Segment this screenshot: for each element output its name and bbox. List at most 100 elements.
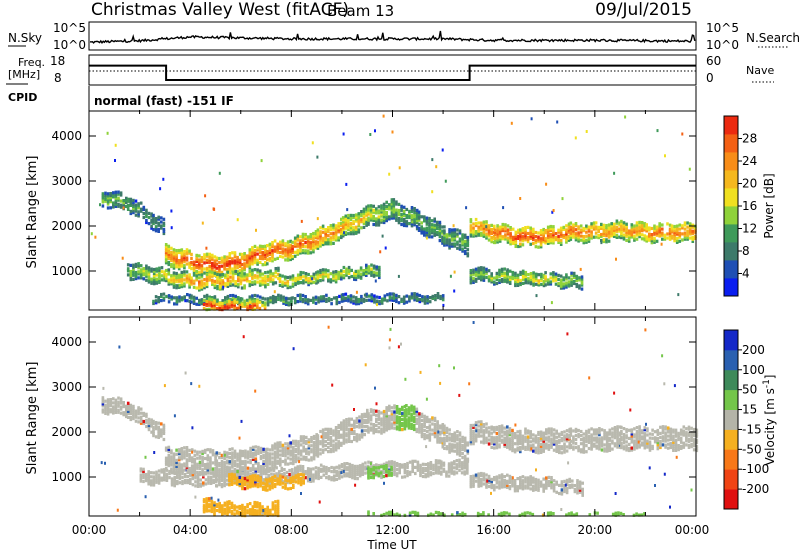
- velocity-cell: [329, 435, 333, 440]
- velocity-cell: [388, 460, 391, 464]
- velocity-cell: [230, 482, 234, 486]
- power-cell: [344, 214, 348, 218]
- power-cell: [172, 271, 176, 275]
- power-cell: [147, 276, 151, 280]
- power-cell: [539, 229, 543, 233]
- power-cell: [397, 219, 401, 223]
- power-cell: [245, 256, 249, 260]
- velocity-cell: [101, 400, 105, 404]
- power-cell: [430, 225, 434, 229]
- velocity-cell: [443, 424, 446, 428]
- velocity-cell: [276, 445, 279, 449]
- velocity-cell: [415, 421, 419, 425]
- power-cell: [119, 191, 123, 195]
- velocity-cell: [254, 457, 258, 461]
- power-cell: [453, 242, 457, 246]
- power-cell: [517, 230, 520, 234]
- power-cell: [158, 270, 161, 274]
- power-cell: [622, 225, 626, 229]
- power-cell: [172, 277, 176, 281]
- power-cell: [208, 307, 211, 311]
- power-cell: [386, 293, 389, 297]
- power-cell: [490, 276, 493, 280]
- power-cell: [369, 133, 372, 136]
- power-cell: [236, 270, 239, 274]
- power-cell: [395, 295, 398, 299]
- power-cell: [349, 232, 353, 236]
- velocity-cell: [377, 470, 381, 474]
- power-cell: [382, 218, 386, 223]
- power-cell: [200, 281, 204, 285]
- power-cell: [213, 283, 217, 287]
- velocity-cell: [456, 446, 459, 450]
- power-cell: [321, 270, 325, 274]
- velocity-cell: [273, 456, 277, 460]
- velocity-cell: [194, 474, 197, 478]
- velocity-cell: [259, 454, 263, 459]
- velocity-cell: [351, 474, 354, 478]
- power-cell: [415, 214, 419, 219]
- power-cell: [635, 223, 639, 227]
- power-cell: [152, 301, 155, 306]
- power-cell: [223, 257, 226, 261]
- velocity-cell: [390, 424, 394, 428]
- power-cell: [532, 233, 535, 237]
- power-cell: [549, 233, 553, 237]
- power-cell: [286, 256, 290, 260]
- velocity-cell: [279, 441, 282, 445]
- velocity-cell: [412, 423, 416, 427]
- power-cell: [218, 256, 221, 261]
- velocity-cell: [302, 457, 305, 461]
- power-cell: [537, 279, 541, 283]
- velocity-cell: [257, 470, 260, 474]
- power-cell: [253, 299, 256, 303]
- velocity-cell: [206, 464, 210, 468]
- power-cell: [277, 295, 280, 299]
- velocity-cell: [173, 484, 176, 488]
- power-cell: [638, 222, 641, 226]
- power-cell: [164, 255, 168, 259]
- power-cell: [493, 276, 496, 280]
- velocity-cell: [185, 462, 189, 466]
- power-cell: [241, 302, 244, 306]
- velocity-cell: [337, 425, 340, 430]
- power-cell: [448, 234, 451, 238]
- velocity-cell: [178, 477, 182, 481]
- power-cell: [580, 275, 584, 279]
- velocity-cell: [228, 462, 232, 466]
- velocity-cell: [238, 473, 242, 477]
- power-cell: [315, 281, 318, 285]
- power-cell: [198, 298, 201, 302]
- velocity-cell: [249, 452, 252, 457]
- power-cell: [645, 225, 648, 229]
- velocity-cell: [152, 430, 155, 434]
- power-cell: [691, 225, 695, 229]
- velocity-cell: [403, 419, 407, 423]
- velocity-cell: [423, 416, 426, 420]
- velocity-cell: [218, 481, 221, 485]
- power-cell: [567, 276, 571, 280]
- power-cell: [504, 235, 507, 239]
- power-cell: [461, 241, 464, 245]
- power-cell: [635, 237, 639, 241]
- velocity-cell: [375, 429, 378, 434]
- power-cell: [258, 283, 262, 287]
- velocity-cell: [337, 423, 340, 428]
- power-cell: [164, 247, 168, 251]
- velocity-cell: [251, 453, 255, 457]
- power-cell: [382, 204, 386, 208]
- power-cell: [490, 231, 493, 236]
- power-cell: [221, 303, 224, 308]
- power-cell: [349, 228, 353, 232]
- power-cell: [559, 240, 563, 244]
- power-cell: [152, 228, 155, 232]
- power-cell: [226, 276, 230, 280]
- power-cell: [332, 227, 335, 231]
- velocity-cell: [109, 410, 112, 414]
- power-cell: [372, 266, 376, 270]
- power-cell: [224, 298, 227, 302]
- power-cell: [291, 244, 294, 248]
- velocity-cell: [429, 471, 433, 475]
- power-cell: [375, 209, 378, 213]
- power-cell: [445, 243, 449, 247]
